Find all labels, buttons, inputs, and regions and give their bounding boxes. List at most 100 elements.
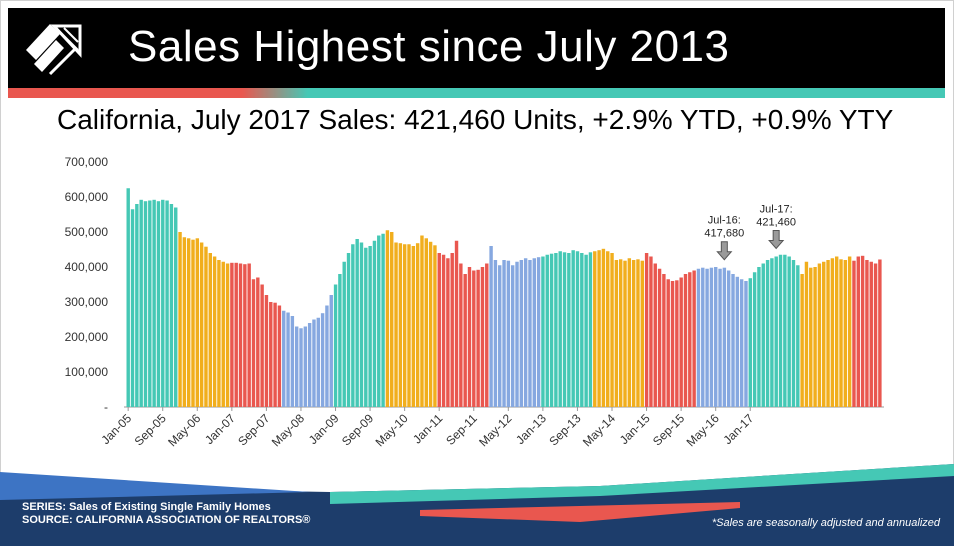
bar xyxy=(415,243,420,407)
bar xyxy=(372,240,377,407)
footer-banner xyxy=(0,464,954,546)
bar xyxy=(377,235,381,407)
bar xyxy=(631,260,636,407)
bar xyxy=(515,261,519,407)
bar xyxy=(221,261,225,407)
bar xyxy=(731,274,735,407)
y-tick-label: 600,000 xyxy=(65,190,109,204)
bar xyxy=(692,270,696,407)
bar xyxy=(804,261,809,407)
bar xyxy=(437,253,441,407)
bar xyxy=(428,241,433,407)
bar xyxy=(519,260,524,407)
bar xyxy=(800,274,804,407)
bar xyxy=(597,250,601,407)
bar xyxy=(333,284,338,407)
y-tick-label: 200,000 xyxy=(65,330,109,344)
bar xyxy=(541,256,545,407)
bar xyxy=(247,263,251,407)
bar xyxy=(217,260,221,407)
x-tick-label: Sep-15 xyxy=(650,411,687,448)
bar xyxy=(532,258,536,407)
bar xyxy=(580,253,584,407)
bar xyxy=(593,251,597,407)
bar xyxy=(571,250,575,407)
bar xyxy=(454,240,459,407)
bar xyxy=(139,199,143,407)
bar xyxy=(528,260,532,407)
bar xyxy=(761,263,765,407)
bar xyxy=(774,256,778,407)
bar xyxy=(739,279,744,407)
bar xyxy=(614,260,619,407)
bar xyxy=(606,251,610,407)
bar xyxy=(186,238,191,407)
car-logo-icon xyxy=(26,24,82,76)
bar xyxy=(251,279,256,407)
bar xyxy=(822,261,826,407)
bar xyxy=(476,269,480,407)
bar xyxy=(273,302,277,407)
bar xyxy=(338,274,342,407)
bar xyxy=(865,260,869,407)
bar xyxy=(657,268,662,407)
bar xyxy=(644,253,649,407)
bar xyxy=(342,261,346,407)
bar xyxy=(670,281,675,407)
x-tick-label: May-12 xyxy=(476,411,514,449)
bar xyxy=(666,279,670,407)
bar xyxy=(735,276,740,407)
bar xyxy=(402,244,407,407)
bar xyxy=(601,248,606,407)
bar xyxy=(346,253,351,407)
bar xyxy=(299,328,303,407)
bar xyxy=(860,255,865,407)
x-tick-label: May-06 xyxy=(165,411,203,449)
bar xyxy=(394,242,398,407)
bar xyxy=(813,267,817,407)
bar xyxy=(485,263,489,407)
x-tick-label: May-08 xyxy=(269,411,307,449)
bar xyxy=(130,209,135,407)
bar xyxy=(290,316,295,407)
x-tick-label: Jan-17 xyxy=(721,411,757,447)
bar xyxy=(446,258,450,407)
slide-title: Sales Highest since July 2013 xyxy=(128,22,730,71)
bar xyxy=(420,235,424,407)
bar xyxy=(450,253,454,407)
source-note: SOURCE: CALIFORNIA ASSOCIATION OF REALTO… xyxy=(22,514,311,526)
bar xyxy=(869,261,873,407)
y-tick-label: 700,000 xyxy=(65,155,109,169)
bar xyxy=(463,274,467,407)
x-tick-label: Sep-07 xyxy=(235,411,272,448)
bar xyxy=(549,253,554,407)
y-tick-label: 500,000 xyxy=(65,225,109,239)
bar xyxy=(679,277,683,407)
bar xyxy=(839,259,843,407)
bar xyxy=(809,267,813,407)
bar xyxy=(381,233,385,407)
header-banner: Sales Highest since July 2013 xyxy=(8,8,945,88)
bar xyxy=(640,260,644,407)
bar xyxy=(411,246,416,407)
bar xyxy=(545,254,549,407)
annotation-label: Jul-16: xyxy=(708,215,741,227)
bar xyxy=(787,256,791,407)
bar xyxy=(748,278,752,407)
down-arrow-icon xyxy=(768,230,785,250)
bar xyxy=(303,326,308,407)
bar xyxy=(424,238,428,407)
bar xyxy=(683,274,688,407)
bar xyxy=(502,260,506,407)
bar xyxy=(264,295,269,407)
annotation-value: 421,460 xyxy=(756,217,796,229)
bar xyxy=(243,264,247,407)
bar xyxy=(277,305,282,407)
bar xyxy=(316,317,320,407)
bar xyxy=(191,239,195,407)
bar xyxy=(441,254,446,407)
bar xyxy=(208,253,212,407)
bar xyxy=(757,267,761,407)
bar xyxy=(852,260,856,407)
x-tick-label: May-10 xyxy=(373,411,411,449)
